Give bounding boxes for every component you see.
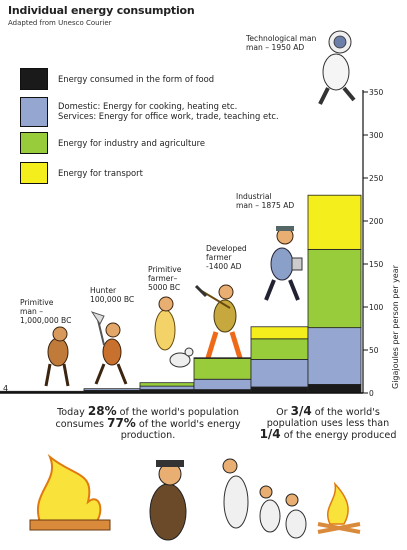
axis-zero-mark: 4 xyxy=(3,384,8,393)
bar-industrial-man-1875-ad-series-3 xyxy=(250,326,309,340)
y-tick-label-50: 50 xyxy=(369,346,379,355)
legend-item-domestic: Domestic: Energy for cooking, heating et… xyxy=(20,97,300,127)
caption-right-pre: Or xyxy=(276,407,291,418)
caption-left-pct2: 77% xyxy=(107,416,136,430)
legend-label-transport: Energy for transport xyxy=(58,168,143,178)
era-label-industrial-man: Industrial man – 1875 AD xyxy=(236,192,295,210)
y-tick-label-350: 350 xyxy=(369,88,384,97)
bar-technological-man-1950-a-series-0 xyxy=(307,383,362,394)
page-subtitle: Adapted from Unesco Courier xyxy=(8,19,112,27)
industrial-man-illustration xyxy=(264,226,303,301)
era-label-primitive-man: Primitive man – 1,000,000 BC xyxy=(20,298,72,325)
stacked-bars xyxy=(0,194,362,394)
bar-hunter-100-000-bc-series-1 xyxy=(83,388,141,391)
bar-developed-farmer-1400-ad-series-2 xyxy=(193,358,252,380)
small-fire-icon xyxy=(317,481,361,534)
caption-left-pre: Today xyxy=(57,407,88,418)
bar-technological-man-1950-a-series-2 xyxy=(307,248,362,329)
caption-right: Or 3/4 of the world's population uses le… xyxy=(258,404,398,441)
legend-label-food: Energy consumed in the form of food xyxy=(58,74,215,84)
bar-industrial-man-1875-ad-series-1 xyxy=(250,359,309,388)
hunter-illustration xyxy=(90,311,128,385)
bar-primitive-farmer-5000-bc-series-2 xyxy=(139,382,195,387)
y-tick-label-150: 150 xyxy=(369,260,384,269)
bar-technological-man-1950-a-series-3 xyxy=(307,194,362,250)
developed-farmer-illustration xyxy=(194,284,243,359)
bar-developed-farmer-1400-ad-series-1 xyxy=(193,378,252,390)
technological-man-illustration xyxy=(318,30,356,105)
y-tick-label-250: 250 xyxy=(369,174,384,183)
bar-industrial-man-1875-ad-series-2 xyxy=(250,338,309,360)
legend-label-domestic: Domestic: Energy for cooking, heating et… xyxy=(58,101,279,121)
illustrations xyxy=(44,30,356,387)
bar-technological-man-1950-a-series-1 xyxy=(307,327,362,385)
legend-swatch-domestic xyxy=(20,97,48,127)
primitive-farmer-illustration xyxy=(154,296,194,368)
page-title: Individual energy consumption xyxy=(8,4,195,17)
era-label-developed-farmer: Developed farmer -1400 AD xyxy=(206,244,247,271)
legend-item-transport: Energy for transport xyxy=(20,162,300,184)
y-tick-label-200: 200 xyxy=(369,217,384,226)
caption-right-post: of the energy produced xyxy=(280,430,397,441)
caption-right-frac2: 1/4 xyxy=(259,427,281,441)
primitive-man-illustration xyxy=(44,326,70,387)
legend-item-industry: Energy for industry and agriculture xyxy=(20,132,300,154)
caption-left: Today 28% of the world's population cons… xyxy=(38,404,258,441)
poor-people-icon xyxy=(222,458,307,539)
era-label-primitive-farmer: Primitive farmer– 5000 BC xyxy=(148,265,182,292)
caption-right-mid: of the world's population uses less than xyxy=(266,407,390,429)
legend-swatch-food xyxy=(20,68,48,90)
y-axis-ticks: 0 50 100 150 200 250 300 350 xyxy=(363,88,384,398)
y-axis-label: Gigajoules per person per year xyxy=(391,264,400,389)
bar-industrial-man-1875-ad-series-0 xyxy=(250,386,309,394)
bar-developed-farmer-1400-ad-series-3 xyxy=(193,357,252,359)
caption-left-mid: of the world's population consumes xyxy=(55,407,239,430)
caption-right-frac1: 3/4 xyxy=(290,404,312,418)
legend-item-food: Energy consumed in the form of food xyxy=(20,68,300,90)
legend-label-industry: Energy for industry and agriculture xyxy=(58,138,206,148)
legend-swatch-transport xyxy=(20,162,48,184)
bonfire-icon xyxy=(29,453,111,531)
y-tick-label-100: 100 xyxy=(369,303,384,312)
legend-swatch-industry xyxy=(20,132,48,154)
caption-left-post: of the world's energy production. xyxy=(120,419,241,441)
rich-man-icon xyxy=(149,460,187,541)
y-tick-label-0: 0 xyxy=(369,389,374,398)
bar-primitive-farmer-5000-bc-series-1 xyxy=(139,385,195,390)
y-tick-label-300: 300 xyxy=(369,131,384,140)
era-label-technological-man: Technological man man – 1950 AD xyxy=(246,34,317,52)
era-label-hunter: Hunter 100,000 BC xyxy=(90,286,135,304)
bottom-illustration xyxy=(29,453,361,541)
caption-left-pct1: 28% xyxy=(87,404,117,418)
